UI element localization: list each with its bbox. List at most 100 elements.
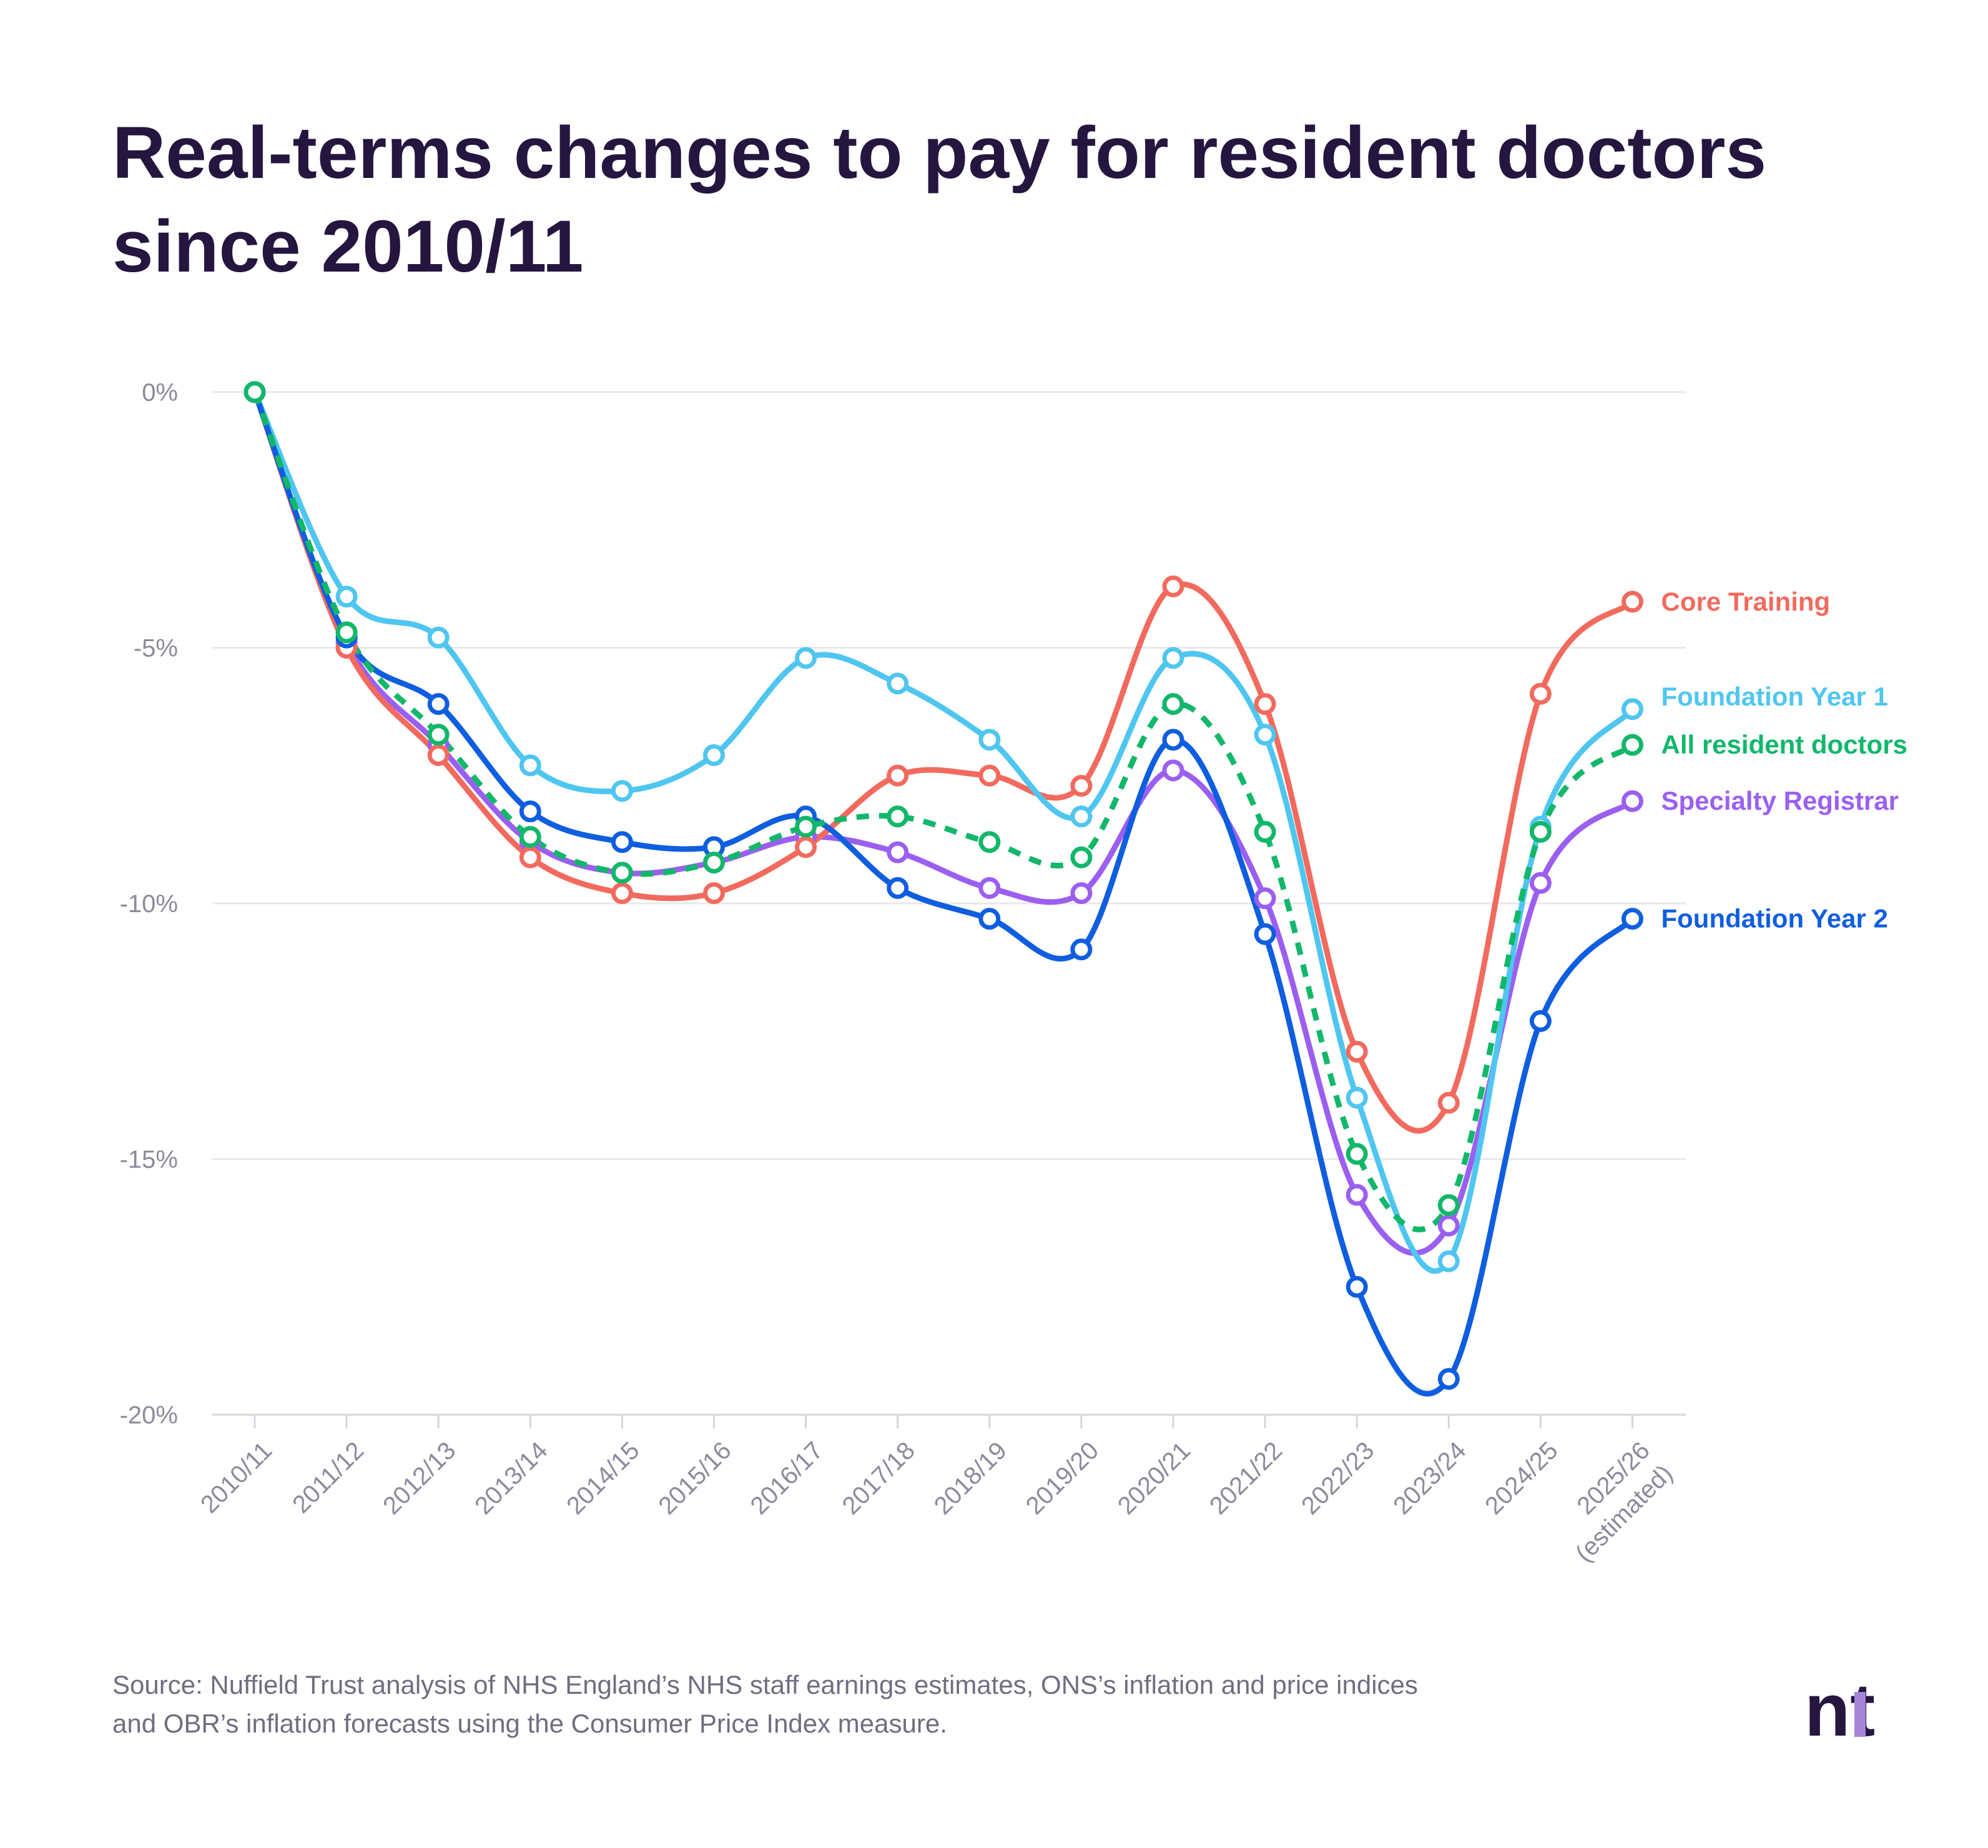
data-point-foundation-year-2 bbox=[1254, 923, 1276, 945]
data-point-all-resident-doctors bbox=[611, 862, 633, 884]
series-markers bbox=[244, 381, 1643, 1390]
x-tick-label-line: 2010/11 bbox=[195, 1437, 277, 1518]
data-point-specialty-registrar bbox=[1437, 1214, 1460, 1237]
source-note-line-1: Source: Nuffield Trust analysis of NHS E… bbox=[112, 1670, 1418, 1699]
data-point-foundation-year-1 bbox=[795, 647, 817, 669]
x-tick-label: 2022/23 bbox=[1296, 1437, 1379, 1520]
data-point-foundation-year-1 bbox=[1621, 698, 1643, 720]
data-point-foundation-year-1 bbox=[335, 586, 358, 608]
data-point-foundation-year-2 bbox=[1162, 729, 1184, 751]
data-point-specialty-registrar bbox=[1254, 887, 1276, 910]
x-tick-label-line: 2021/22 bbox=[1204, 1437, 1287, 1520]
data-point-foundation-year-2 bbox=[1437, 1368, 1460, 1390]
data-point-core-training bbox=[1346, 1041, 1368, 1063]
y-tick-label: -20% bbox=[120, 1402, 178, 1429]
source-note-line-2: and OBR’s inflation forecasts using the … bbox=[112, 1709, 947, 1738]
data-point-foundation-year-1 bbox=[1437, 1250, 1460, 1272]
data-point-foundation-year-2 bbox=[519, 800, 541, 823]
data-point-all-resident-doctors bbox=[1621, 734, 1643, 756]
x-tick-label: 2013/14 bbox=[470, 1437, 553, 1520]
data-point-core-training bbox=[1529, 682, 1552, 705]
data-point-all-resident-doctors bbox=[1070, 846, 1093, 868]
x-tick-label: 2023/24 bbox=[1388, 1437, 1471, 1520]
x-tick-label: 2016/17 bbox=[746, 1437, 829, 1520]
series-line-foundation-year-1 bbox=[252, 389, 1635, 1274]
data-point-foundation-year-1 bbox=[978, 729, 1001, 751]
data-point-all-resident-doctors bbox=[1529, 820, 1552, 843]
data-point-core-training bbox=[1162, 575, 1184, 597]
chart-title: Real-terms changes to pay for resident d… bbox=[112, 106, 1923, 293]
series-lines bbox=[252, 389, 1635, 1397]
data-point-foundation-year-2 bbox=[427, 693, 450, 715]
x-tick-label: 2014/15 bbox=[561, 1437, 644, 1520]
series-label-foundation-year-1: Foundation Year 1 bbox=[1661, 682, 1888, 711]
x-tick-label-line: 2016/17 bbox=[746, 1437, 829, 1520]
data-point-all-resident-doctors bbox=[519, 826, 541, 848]
data-point-foundation-year-1 bbox=[1346, 1086, 1368, 1109]
axes: 0%-5%-10%-15%-20%2010/11 2011/12 2012/13 20… bbox=[120, 379, 1678, 1567]
x-tick-label-line: 2024/25 bbox=[1480, 1437, 1563, 1520]
x-tick-label: 2019/20 bbox=[1021, 1437, 1104, 1520]
data-point-all-resident-doctors bbox=[427, 724, 450, 746]
data-point-all-resident-doctors bbox=[335, 621, 358, 644]
data-point-foundation-year-1 bbox=[611, 780, 633, 802]
data-point-core-training bbox=[611, 882, 633, 905]
x-tick-label-line: 2015/16 bbox=[653, 1437, 736, 1520]
nt-logo-accent bbox=[1854, 1692, 1866, 1737]
gridlines bbox=[212, 391, 1686, 1416]
data-point-foundation-year-2 bbox=[887, 877, 909, 899]
series-label-specialty-registrar: Specialty Registrar bbox=[1661, 786, 1899, 815]
x-tick-label: 2018/19 bbox=[929, 1437, 1012, 1520]
x-tick-label-line: 2022/23 bbox=[1296, 1437, 1379, 1520]
x-tick-label: 2024/25 bbox=[1480, 1437, 1563, 1520]
data-point-foundation-year-1 bbox=[427, 626, 450, 649]
data-point-all-resident-doctors bbox=[1437, 1194, 1460, 1216]
data-point-foundation-year-1 bbox=[1162, 647, 1184, 669]
x-tick-label: 2012/13 bbox=[378, 1437, 461, 1520]
data-point-all-resident-doctors bbox=[795, 815, 817, 838]
data-point-core-training bbox=[978, 764, 1001, 787]
data-point-core-training bbox=[427, 744, 450, 766]
data-point-specialty-registrar bbox=[1621, 790, 1643, 812]
data-point-core-training bbox=[703, 882, 725, 905]
data-point-foundation-year-2 bbox=[611, 831, 633, 853]
x-tick-label-line: 2012/13 bbox=[378, 1437, 461, 1520]
data-point-foundation-year-1 bbox=[1254, 724, 1276, 746]
data-point-all-resident-doctors bbox=[1254, 820, 1276, 843]
data-point-foundation-year-2 bbox=[1529, 1010, 1552, 1032]
source-note: Source: Nuffield Trust analysis of NHS E… bbox=[112, 1666, 1673, 1743]
data-point-specialty-registrar bbox=[887, 841, 909, 863]
data-point-core-training bbox=[887, 764, 909, 787]
x-tick-label: 2021/22 bbox=[1204, 1437, 1287, 1520]
x-tick-label-line: 2020/21 bbox=[1113, 1437, 1196, 1520]
data-point-foundation-year-2 bbox=[1346, 1275, 1368, 1298]
x-tick-label-line: 2014/15 bbox=[561, 1437, 644, 1520]
data-point-foundation-year-1 bbox=[703, 744, 725, 766]
x-tick-label-line: 2018/19 bbox=[929, 1437, 1012, 1520]
y-tick-label: -10% bbox=[120, 890, 178, 918]
data-point-foundation-year-2 bbox=[1621, 908, 1643, 930]
data-point-core-training bbox=[1621, 591, 1643, 613]
y-tick-label: -5% bbox=[134, 635, 178, 662]
x-tick-label: 2010/11 bbox=[195, 1437, 277, 1518]
x-tick-label-line: 2019/20 bbox=[1021, 1437, 1104, 1520]
x-tick-label: 2020/21 bbox=[1113, 1437, 1196, 1520]
data-point-all-resident-doctors bbox=[244, 381, 266, 403]
series-label-foundation-year-2: Foundation Year 2 bbox=[1661, 904, 1888, 933]
data-point-all-resident-doctors bbox=[1346, 1143, 1368, 1165]
x-tick-label-line: 2011/12 bbox=[287, 1437, 369, 1518]
line-chart: 0%-5%-10%-15%-20%2010/11 2011/12 2012/13 20… bbox=[120, 379, 1907, 1567]
series-label-core-training: Core Training bbox=[1661, 587, 1831, 616]
y-tick-label: 0% bbox=[142, 379, 178, 406]
data-point-specialty-registrar bbox=[1162, 759, 1184, 782]
data-point-specialty-registrar bbox=[1529, 872, 1552, 894]
x-tick-label-line: 2023/24 bbox=[1388, 1437, 1471, 1520]
data-point-all-resident-doctors bbox=[887, 805, 909, 828]
series-end-labels: Specialty Registrar Core Training Foundati… bbox=[1661, 587, 1907, 933]
series-line-specialty-registrar bbox=[252, 389, 1635, 1256]
data-point-core-training bbox=[1070, 775, 1093, 797]
data-point-all-resident-doctors bbox=[1162, 693, 1184, 715]
data-point-specialty-registrar bbox=[1070, 882, 1093, 905]
data-point-foundation-year-2 bbox=[1070, 938, 1093, 961]
series-line-all-resident-doctors bbox=[252, 391, 1635, 1232]
